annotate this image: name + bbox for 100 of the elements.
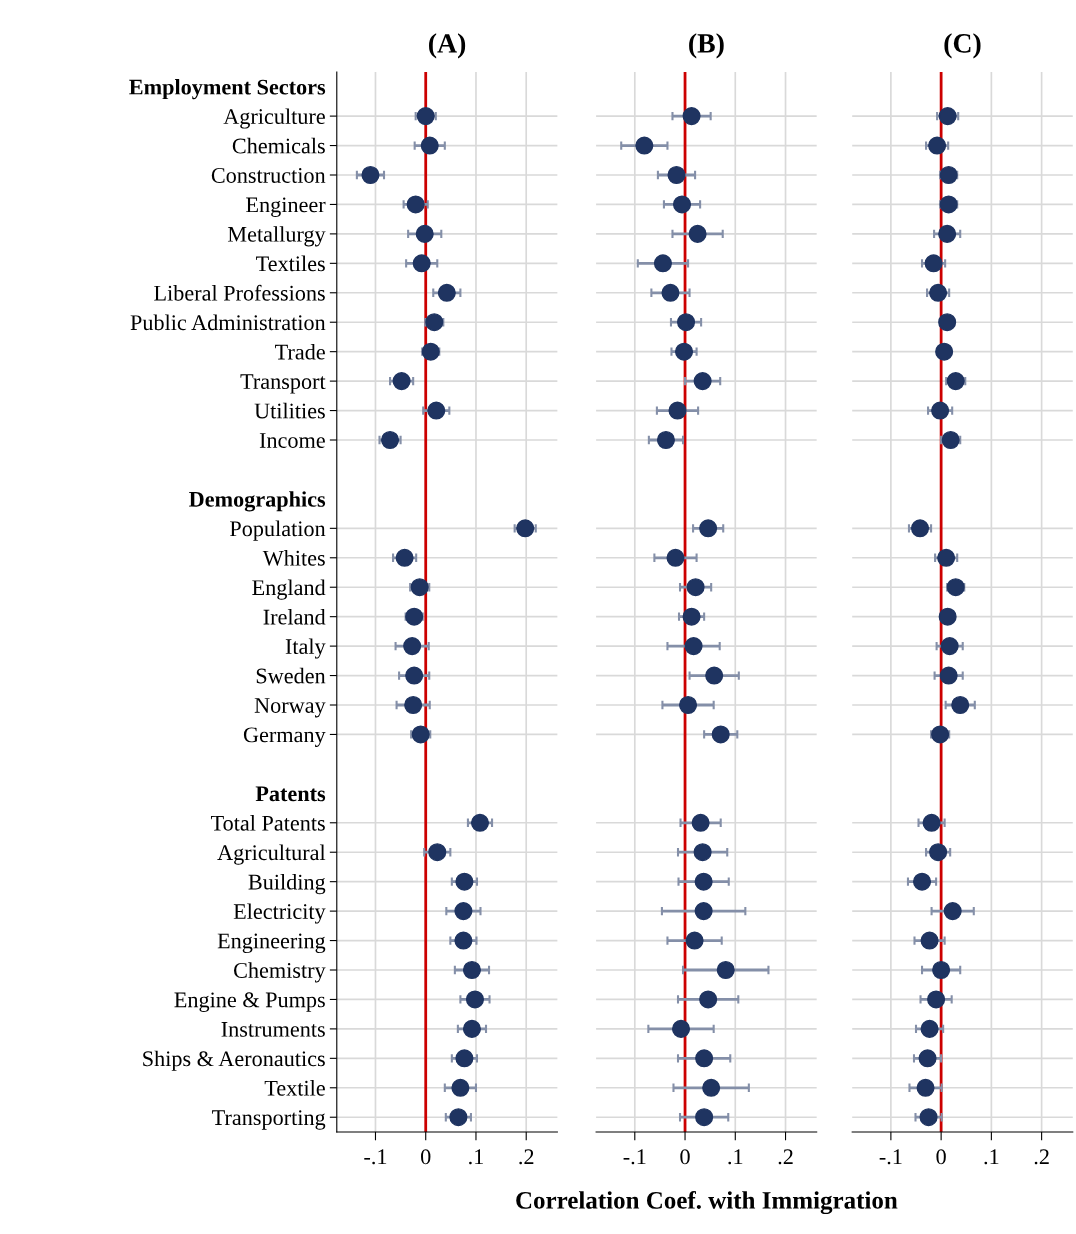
- y-tick-label: Ireland: [263, 608, 326, 625]
- x-tick-label: .1: [469, 1149, 483, 1165]
- point: [653, 254, 672, 273]
- point: [920, 1019, 939, 1038]
- y-tick-label: Textile: [264, 1080, 325, 1096]
- y-tick-label: Total Patents: [210, 815, 325, 831]
- point: [682, 607, 701, 626]
- point: [415, 224, 434, 243]
- y-tick-label: Engineer: [246, 197, 326, 217]
- point: [516, 519, 535, 538]
- point: [940, 637, 959, 656]
- x-tick-label: .2: [778, 1149, 793, 1165]
- chart-title: (C): [944, 33, 981, 59]
- point: [922, 813, 941, 832]
- point: [919, 1108, 938, 1127]
- y-tick-label: Income: [259, 433, 325, 448]
- point: [939, 165, 958, 185]
- y-tick-label: Engineering: [217, 933, 326, 954]
- point: [428, 843, 447, 862]
- x-tick-label: 0: [421, 1149, 431, 1165]
- point: [451, 1078, 470, 1097]
- y-tick-label: Instruments: [221, 1022, 325, 1037]
- point: [411, 725, 430, 744]
- y-tick-label: Chemicals: [232, 137, 325, 154]
- point: [913, 872, 932, 891]
- point: [693, 843, 712, 862]
- point: [454, 902, 473, 921]
- y-tick-label: Employment Sectors: [129, 78, 326, 100]
- x-tick-label: -.1: [623, 1149, 646, 1165]
- point: [455, 872, 474, 891]
- point: [946, 578, 965, 597]
- point: [694, 902, 713, 921]
- point: [666, 548, 685, 567]
- y-tick-label: Italy: [285, 638, 326, 659]
- point: [395, 548, 414, 567]
- x-tick-label: -.1: [879, 1149, 902, 1165]
- point: [688, 224, 707, 243]
- y-tick-label: Patents: [255, 786, 326, 802]
- y-tick-label: Public Administration: [130, 314, 326, 331]
- point: [937, 548, 956, 567]
- y-tick-label: Ships & Aeronautics: [143, 1050, 325, 1071]
- x-tick-label: 0: [680, 1149, 690, 1165]
- point: [405, 607, 424, 626]
- point: [406, 195, 425, 214]
- x-tick-label: .2: [1034, 1149, 1049, 1165]
- point: [946, 372, 965, 391]
- point: [939, 666, 958, 685]
- y-tick-label: Population: [230, 520, 326, 541]
- point: [675, 342, 694, 361]
- point: [924, 254, 943, 273]
- x-tick-label: -.1: [364, 1149, 387, 1165]
- point: [412, 254, 431, 273]
- x-tick-label: .2: [519, 1149, 534, 1165]
- point: [455, 1049, 474, 1068]
- y-tick-label: Chemistry: [234, 962, 326, 983]
- point: [635, 136, 654, 155]
- point: [716, 960, 735, 980]
- point: [938, 607, 957, 626]
- point: [671, 1019, 691, 1038]
- y-tick-label: Whites: [262, 550, 325, 566]
- x-axis-title: Correlation Coef. with Immigration: [516, 1190, 898, 1215]
- y-tick-label: Building: [248, 873, 326, 895]
- point: [918, 1049, 937, 1068]
- y-tick-label: Germany: [243, 727, 326, 747]
- point: [437, 283, 456, 302]
- point: [938, 313, 957, 332]
- y-tick-label: Utilities: [254, 402, 325, 419]
- point: [403, 637, 422, 656]
- point: [931, 401, 950, 420]
- point: [668, 401, 687, 420]
- point: [420, 136, 439, 155]
- point: [454, 931, 473, 950]
- point: [465, 990, 484, 1009]
- point: [661, 283, 680, 302]
- y-tick-label: Transport: [240, 374, 326, 394]
- point: [935, 342, 954, 361]
- y-tick-label: Metallurgy: [227, 226, 326, 247]
- y-tick-label: Agricultural: [217, 844, 326, 865]
- point: [943, 902, 962, 921]
- point: [910, 519, 930, 538]
- point: [939, 195, 958, 214]
- point: [699, 990, 718, 1009]
- point: [427, 401, 446, 420]
- y-tick-label: England: [252, 579, 326, 600]
- x-tick-label: 0: [936, 1149, 946, 1165]
- point: [686, 578, 705, 597]
- y-tick-label: Construction: [211, 167, 326, 183]
- point: [928, 136, 947, 155]
- point: [711, 725, 730, 744]
- point: [938, 224, 957, 243]
- point: [667, 165, 686, 185]
- point: [404, 695, 423, 715]
- chart-title: (B): [689, 33, 724, 59]
- y-tick-label: Electricity: [233, 903, 326, 924]
- point: [405, 666, 424, 685]
- point: [425, 313, 444, 332]
- point: [685, 931, 704, 950]
- y-tick-label: Engine & Pumps: [174, 992, 325, 1012]
- point: [449, 1108, 468, 1127]
- y-tick-label: Trade: [275, 343, 325, 360]
